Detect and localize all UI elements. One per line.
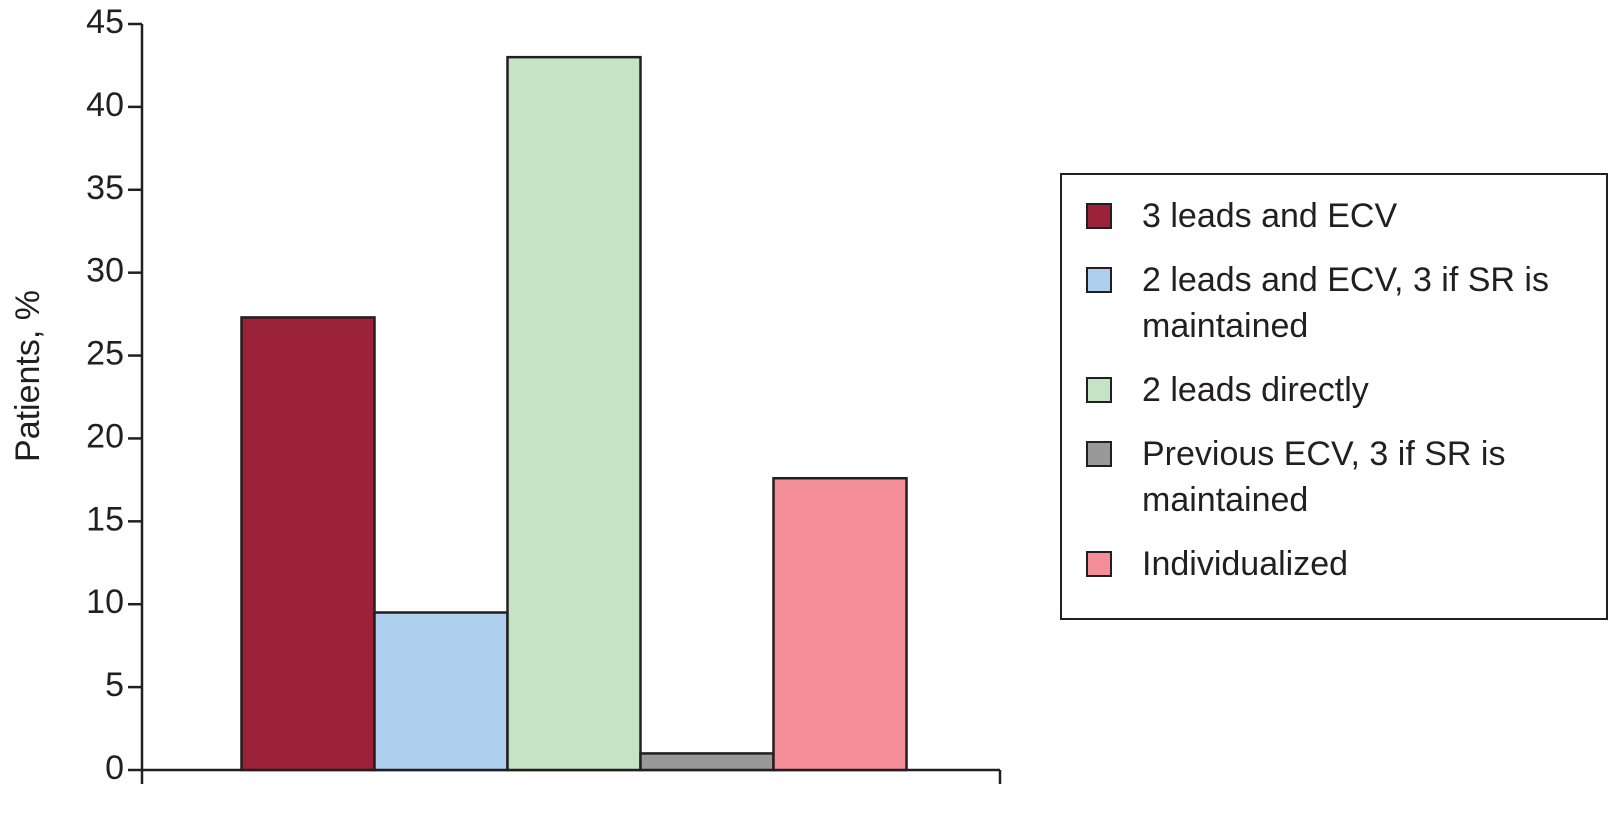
- y-tick-label: 10: [86, 583, 124, 621]
- legend-label: 2 leads directly: [1142, 371, 1369, 409]
- y-tick-label: 40: [86, 86, 124, 124]
- legend-item: 3 leads and ECV: [1086, 193, 1586, 239]
- legend-item: Individualized: [1086, 541, 1586, 587]
- y-tick-label: 0: [105, 749, 124, 787]
- bar: [772, 476, 908, 772]
- legend-swatch: [1086, 377, 1112, 403]
- bar: [240, 316, 376, 772]
- legend-item: 2 leads directly: [1086, 367, 1586, 413]
- legend: 3 leads and ECV 2 leads and ECV, 3 if SR …: [1060, 173, 1608, 620]
- bar: [373, 611, 509, 772]
- y-tick-label: 15: [86, 500, 124, 538]
- y-tick-label: 30: [86, 252, 124, 290]
- legend-swatch: [1086, 441, 1112, 467]
- legend-label: 3 leads and ECV: [1142, 197, 1398, 235]
- y-tick-label: 5: [105, 666, 124, 704]
- y-tick-label: 45: [86, 3, 124, 41]
- legend-swatch: [1086, 551, 1112, 577]
- bar: [639, 752, 775, 772]
- y-axis-label: Patients, %: [9, 290, 47, 462]
- y-tick-label: 25: [86, 335, 124, 373]
- legend-label: 2 leads and ECV, 3 if SR is maintained: [1142, 261, 1549, 345]
- legend-label: Individualized: [1142, 545, 1349, 583]
- legend-item: Previous ECV, 3 if SR is maintained: [1086, 431, 1586, 523]
- y-tick-label: 20: [86, 417, 124, 455]
- legend-item: 2 leads and ECV, 3 if SR is maintained: [1086, 257, 1586, 349]
- legend-swatch: [1086, 203, 1112, 229]
- legend-swatch: [1086, 267, 1112, 293]
- legend-label: Previous ECV, 3 if SR is maintained: [1142, 435, 1506, 519]
- bar: [506, 55, 642, 772]
- y-tick-label: 35: [86, 169, 124, 207]
